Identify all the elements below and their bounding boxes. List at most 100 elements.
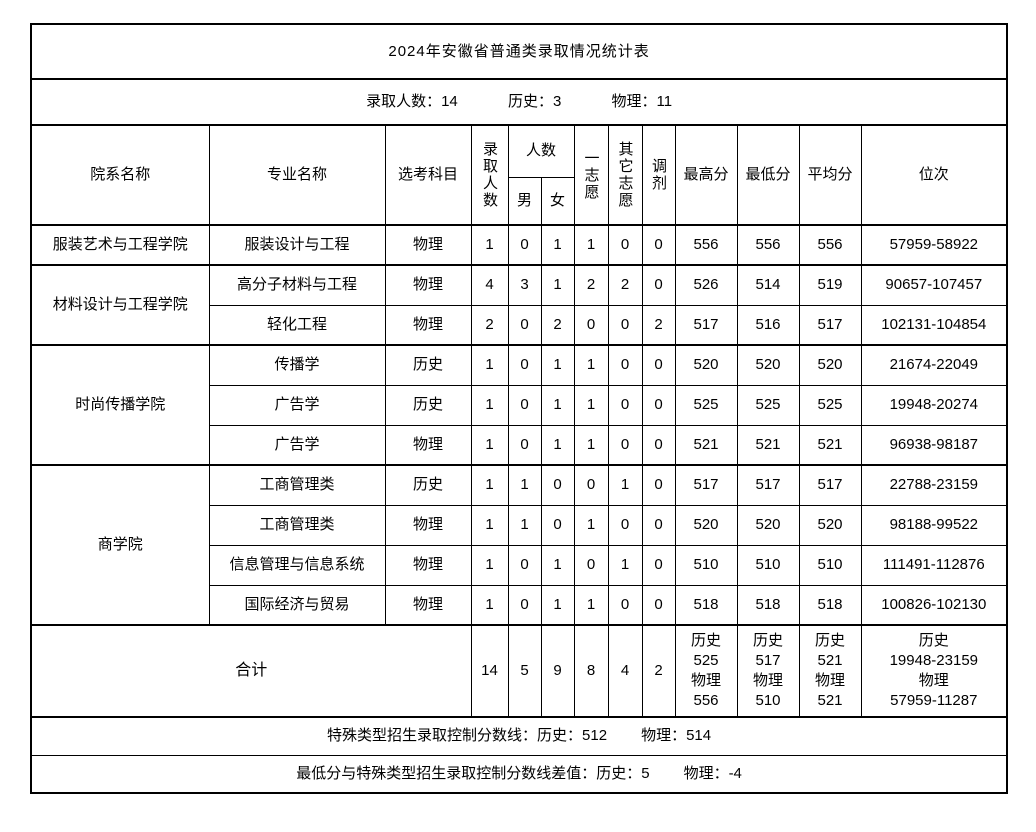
cell-average: 510 — [798, 544, 862, 586]
table-head: 2024年安徽省普通类录取情况统计表 录取人数：14 历史：3 物理：11 院系… — [29, 23, 1009, 226]
note-control-line-history: 历史：512 — [537, 727, 608, 745]
cell-rank: 21674-22049 — [860, 344, 1009, 386]
cell-other-choice: 1 — [607, 544, 643, 586]
summary-history: 历史：3 — [508, 93, 561, 110]
cell-female: 1 — [540, 424, 575, 466]
cell-other-choice: 2 — [607, 264, 643, 306]
cell-adjusted: 0 — [641, 264, 676, 306]
cell-adjusted: 0 — [641, 544, 676, 586]
total-highest-physics-label: 物理 — [690, 672, 721, 689]
summary-cell: 录取人数：14 历史：3 物理：11 — [29, 78, 1009, 126]
cell-average: 517 — [798, 304, 862, 346]
total-highest-history-value: 525 — [693, 651, 719, 669]
total-highest-history-label: 历史 — [690, 631, 721, 649]
cell-other-choice: 0 — [607, 304, 643, 346]
total-lowest-stack: 历史 517 物理 510 — [738, 631, 798, 712]
total-average-physics-label: 物理 — [814, 672, 845, 689]
cell-highest: 518 — [674, 584, 738, 626]
total-other-choice: 4 — [607, 624, 643, 718]
cell-subject: 物理 — [384, 264, 472, 306]
total-rank-physics-label: 物理 — [918, 672, 949, 689]
cell-adjusted: 0 — [641, 584, 676, 626]
cell-subject: 物理 — [384, 584, 472, 626]
total-lowest-history-value: 517 — [755, 651, 781, 669]
cell-major: 高分子材料与工程 — [208, 264, 386, 306]
total-average-history-value: 521 — [817, 651, 843, 669]
table-row: 商学院 工商管理类 历史 1 1 0 0 1 0 517 517 517 227… — [30, 464, 1009, 626]
cell-average: 521 — [798, 424, 862, 466]
cell-major: 轻化工程 — [208, 304, 386, 346]
column-header-other-choice-text: 其它志愿 — [616, 141, 634, 209]
column-header-admitted-count-text: 录取人数 — [481, 141, 498, 209]
cell-first-choice: 0 — [573, 544, 609, 586]
cell-rank: 98188-99522 — [860, 504, 1009, 546]
cell-lowest: 518 — [736, 584, 800, 626]
cell-major: 广告学 — [208, 384, 386, 426]
cell-lowest: 520 — [736, 344, 800, 386]
total-rank-physics-value: 57959-11287 — [890, 692, 978, 710]
cell-subject: 物理 — [384, 424, 472, 466]
note-difference-label: 最低分与特殊类型招生录取控制分数线差值： — [296, 764, 597, 782]
total-lowest-physics-value: 510 — [755, 692, 781, 710]
cell-average: 520 — [798, 344, 862, 386]
cell-admitted: 1 — [470, 584, 509, 626]
cell-other-choice: 0 — [607, 224, 643, 266]
header-row-sub: 男 女 — [31, 176, 1007, 226]
cell-male: 0 — [507, 544, 542, 586]
cell-female: 1 — [540, 584, 575, 626]
cell-major: 传播学 — [208, 344, 386, 386]
note-difference-history: 历史：5 — [596, 764, 650, 782]
column-header-people-count: 人数 — [507, 124, 575, 178]
total-rank-history-label: 历史 — [918, 631, 949, 649]
total-female: 9 — [540, 624, 575, 718]
total-row: 合计 14 5 9 8 4 2 历史 525 物理 556 — [30, 624, 1009, 718]
cell-male: 0 — [507, 224, 542, 266]
summary-admitted-value: 14 — [441, 93, 458, 110]
page-title: 2024年安徽省普通类录取情况统计表 — [29, 23, 1009, 80]
summary-history-value: 3 — [552, 93, 562, 110]
cell-subject: 历史 — [384, 384, 472, 426]
cell-female: 1 — [540, 264, 575, 306]
cell-admitted: 4 — [470, 264, 509, 306]
total-average: 历史 521 物理 521 — [798, 624, 862, 718]
column-header-major: 专业名称 — [208, 124, 386, 226]
total-adjusted: 2 — [641, 624, 676, 718]
cell-other-choice: 1 — [607, 464, 643, 506]
note-difference: 最低分与特殊类型招生录取控制分数线差值：历史：5 物理：-4 — [29, 754, 1009, 794]
cell-adjusted: 0 — [641, 344, 676, 386]
cell-adjusted: 0 — [641, 224, 676, 266]
cell-first-choice: 0 — [573, 304, 609, 346]
total-rank: 历史 19948-23159 物理 57959-11287 — [860, 624, 1009, 718]
cell-admitted: 2 — [470, 304, 509, 346]
cell-highest: 525 — [674, 384, 738, 426]
column-header-subject: 选考科目 — [384, 124, 472, 226]
total-average-physics-value: 521 — [817, 692, 843, 710]
total-lowest: 历史 517 物理 510 — [736, 624, 800, 718]
cell-female: 0 — [540, 504, 575, 546]
cell-highest: 517 — [674, 304, 738, 346]
cell-adjusted: 0 — [641, 424, 676, 466]
cell-female: 1 — [540, 384, 575, 426]
cell-first-choice: 1 — [573, 384, 609, 426]
cell-rank: 111491-112876 — [860, 544, 1009, 586]
column-header-first-choice-text: 一志愿 — [582, 149, 600, 201]
cell-admitted: 1 — [470, 344, 509, 386]
column-header-average-score: 平均分 — [798, 124, 862, 226]
total-admitted: 14 — [470, 624, 509, 718]
cell-admitted: 1 — [470, 224, 509, 266]
cell-female: 1 — [540, 344, 575, 386]
cell-subject: 历史 — [384, 344, 472, 386]
statistics-sheet: 2024年安徽省普通类录取情况统计表 录取人数：14 历史：3 物理：11 院系… — [29, 23, 1009, 794]
cell-highest: 520 — [674, 344, 738, 386]
cell-male: 0 — [507, 344, 542, 386]
cell-female: 0 — [540, 464, 575, 506]
cell-first-choice: 2 — [573, 264, 609, 306]
column-header-rank: 位次 — [860, 124, 1009, 226]
cell-male: 0 — [507, 584, 542, 626]
cell-subject: 物理 — [384, 224, 472, 266]
column-header-adjusted-text: 调剂 — [650, 158, 667, 192]
cell-subject: 物理 — [384, 304, 472, 346]
cell-rank: 96938-98187 — [860, 424, 1009, 466]
column-header-highest-score: 最高分 — [674, 124, 738, 226]
cell-subject: 物理 — [384, 544, 472, 586]
